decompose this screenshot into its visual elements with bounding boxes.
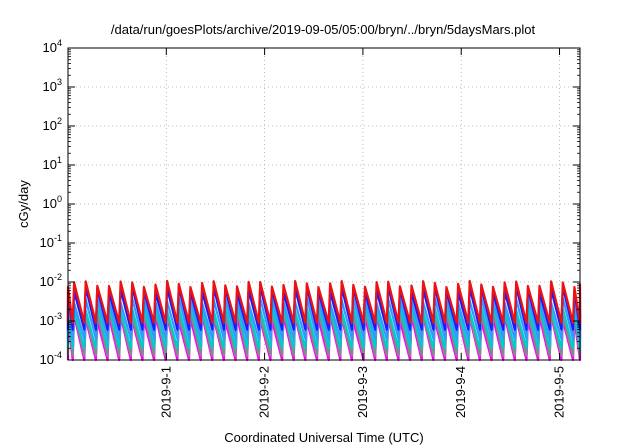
y-tick-label: 10-2 — [40, 272, 62, 289]
y-tick-label: 10-1 — [40, 233, 62, 250]
x-tick-label: 2019-9-2 — [257, 366, 272, 418]
y-tick-exponent: -2 — [54, 272, 62, 282]
x-tick-label: 2019-9-1 — [158, 366, 173, 418]
y-tick-exponent: -4 — [54, 350, 62, 360]
series-group — [66, 279, 582, 362]
y-tick-exponent: -1 — [54, 233, 62, 243]
y-tick-label: 100 — [43, 194, 62, 211]
x-tick-label: 2019-9-5 — [552, 366, 567, 418]
y-tick-label: 10-3 — [40, 311, 62, 328]
chart-title: /data/run/goesPlots/archive/2019-09-05/0… — [111, 22, 536, 37]
x-tick-label: 2019-9-4 — [453, 366, 468, 418]
y-tick-exponent: 3 — [57, 77, 62, 87]
y-tick-label: 101 — [43, 155, 62, 172]
x-axis-label: Coordinated Universal Time (UTC) — [224, 430, 423, 445]
y-tick-exponent: 0 — [57, 194, 62, 204]
y-tick-exponent: 2 — [57, 116, 62, 126]
y-tick-label: 104 — [43, 38, 62, 55]
y-axis-label: cGy/day — [16, 180, 31, 228]
series-line-6 — [66, 279, 582, 324]
y-tick-exponent: 1 — [57, 155, 62, 165]
x-tick-label: 2019-9-3 — [355, 366, 370, 418]
y-tick-label: 10-4 — [40, 350, 62, 367]
y-tick-exponent: -3 — [54, 311, 62, 321]
y-tick-exponent: 4 — [57, 38, 62, 48]
y-tick-label: 102 — [43, 116, 62, 133]
y-tick-label: 103 — [43, 77, 62, 94]
x-axis: 2019-9-1 2019-9-2 2019-9-3 2019-9-4 2019-9-5 — [158, 48, 567, 418]
